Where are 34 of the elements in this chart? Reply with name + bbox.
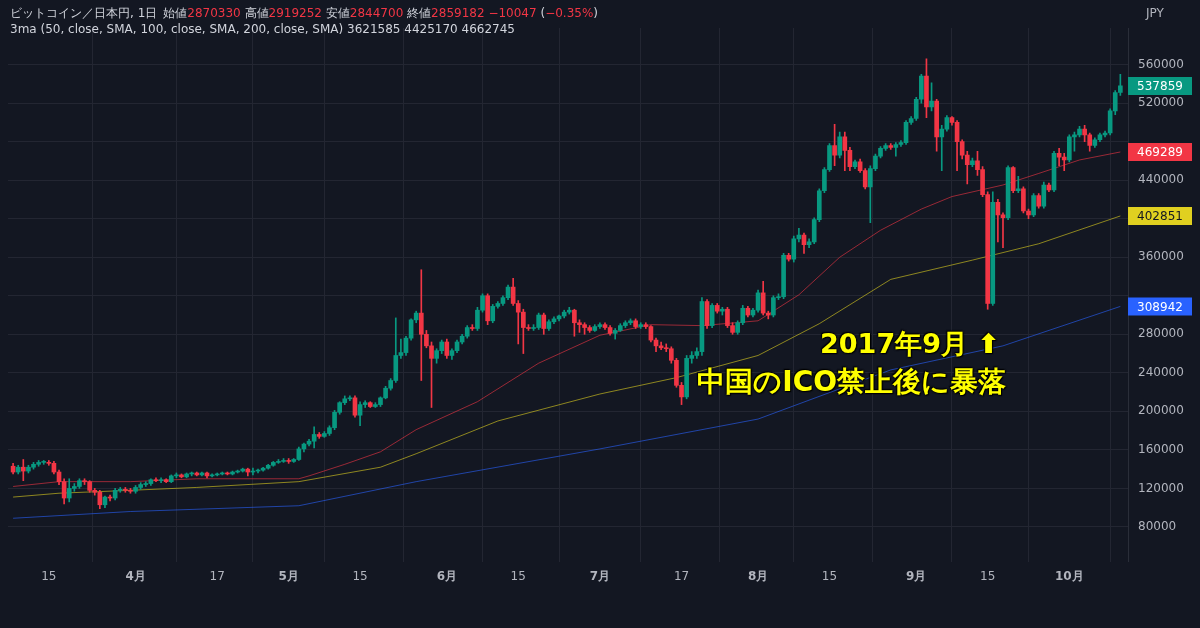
x-tick-label: 15 [352,568,368,583]
x-tick-label: 15 [510,568,526,583]
y-tick-label: 520000 [1138,95,1184,110]
x-tick-label: 6月 [436,568,457,583]
y-tick-label: 360000 [1138,249,1184,264]
y-tick-label: 160000 [1138,442,1184,456]
annotation: 中国のICO禁止後に暴落 [697,364,1006,400]
chart-title: ビットコイン／日本円, 1日 [10,6,158,20]
x-tick-label: 7月 [589,568,611,583]
x-tick-label: 15 [980,568,996,583]
x-tick-label: 17 [673,568,690,583]
y-tick-label: 240000 [1138,364,1184,379]
text: 469289 [1137,145,1183,160]
x-tick-label: 17 [209,568,225,583]
y-tick-label: 280000 [1138,326,1184,341]
text: 402851 [1137,209,1183,224]
annotation: 2017年9月 ⬆ [820,327,1000,361]
x-tick-label: 15 [41,568,57,583]
y-tick-label: 560000 [1138,56,1184,71]
y-tick-label: 440000 [1138,172,1184,187]
text: 308942 [1137,299,1183,314]
x-tick-label: 15 [821,568,838,583]
x-tick-label: 8月 [747,568,769,583]
text: 537859 [1137,79,1183,94]
x-tick-label: 10月 [1054,568,1084,583]
x-tick-label: 5月 [278,568,299,583]
y-tick-label: 80000 [1138,519,1177,534]
y-axis-title: JPY [1146,6,1164,20]
x-tick-label: 9月 [906,568,927,583]
y-tick-label: 120000 [1138,480,1184,495]
y-tick-label: 200000 [1138,403,1184,418]
annotation: 3ma (50, close, SMA, 100, close, SMA, 200, close, SMA) 3621585 4425170 4662745 [10,22,516,36]
x-tick-label: 4月 [125,568,146,583]
text: 始値2870330 高値2919252 安値2844700 終値2859182 −10047 (−0.35%) [163,6,598,20]
